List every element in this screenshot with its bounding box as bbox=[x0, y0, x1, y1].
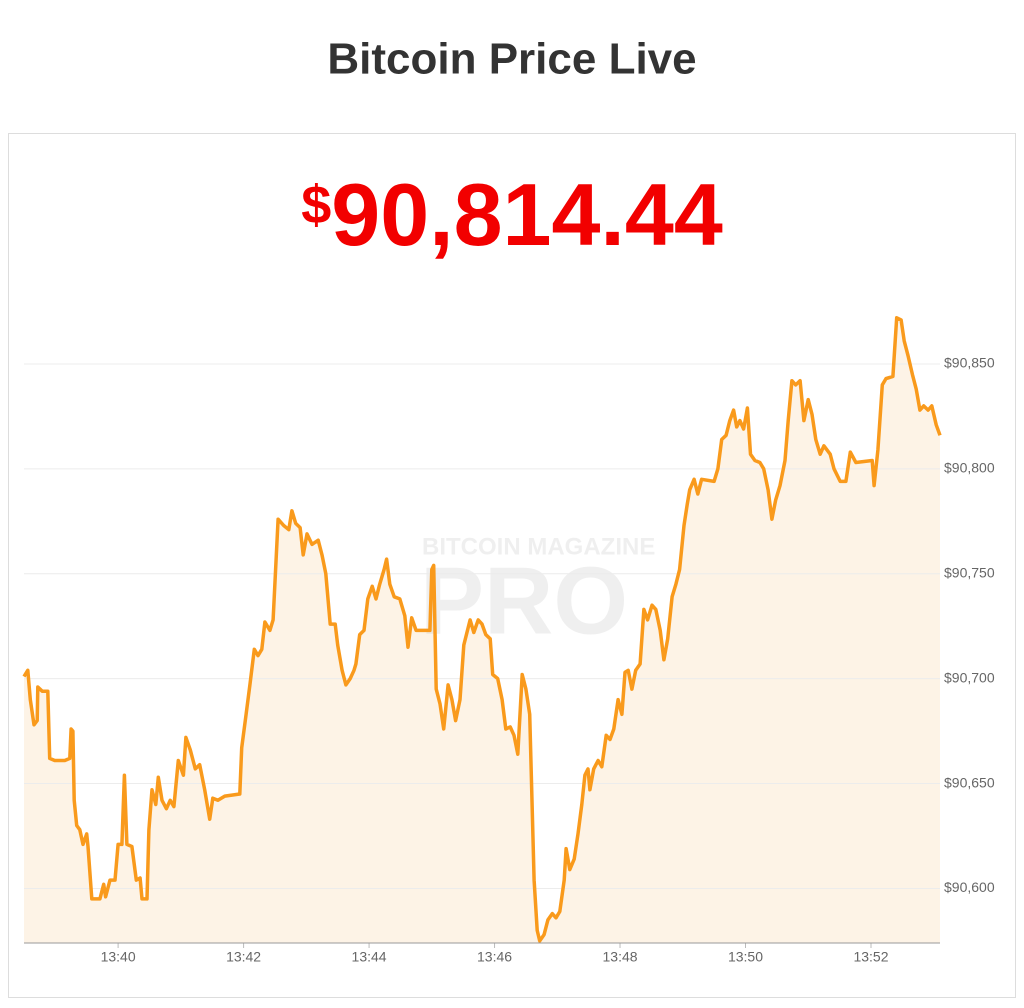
y-tick-label: $90,750 bbox=[944, 564, 995, 580]
watermark-logo: PRO bbox=[420, 547, 628, 654]
currency: $ bbox=[301, 175, 331, 235]
x-tick-label: 13:42 bbox=[226, 949, 261, 965]
x-tick-label: 13:48 bbox=[603, 949, 638, 965]
live-price: $90,814.44 bbox=[301, 165, 723, 264]
y-tick-label: $90,800 bbox=[944, 460, 995, 476]
x-tick-label: 13:50 bbox=[728, 949, 763, 965]
page-title: Bitcoin Price Live bbox=[327, 35, 696, 84]
y-tick-label: $90,700 bbox=[944, 669, 995, 685]
price-line bbox=[22, 316, 942, 943]
price-area bbox=[24, 317, 940, 943]
y-tick-label: $90,850 bbox=[944, 355, 995, 371]
watermark: BITCOIN MAGAZINE PRO bbox=[420, 533, 655, 654]
x-tick-label: 13:46 bbox=[477, 949, 512, 965]
y-tick-label: $90,650 bbox=[944, 774, 995, 790]
x-tick-label: 13:40 bbox=[101, 949, 136, 965]
x-tick-label: 13:44 bbox=[352, 949, 387, 965]
price: 90,814.44 bbox=[331, 165, 723, 264]
x-tick-label: 13:52 bbox=[853, 949, 888, 965]
watermark-text: BITCOIN MAGAZINE bbox=[422, 533, 655, 560]
y-tick-label: $90,600 bbox=[944, 879, 995, 895]
